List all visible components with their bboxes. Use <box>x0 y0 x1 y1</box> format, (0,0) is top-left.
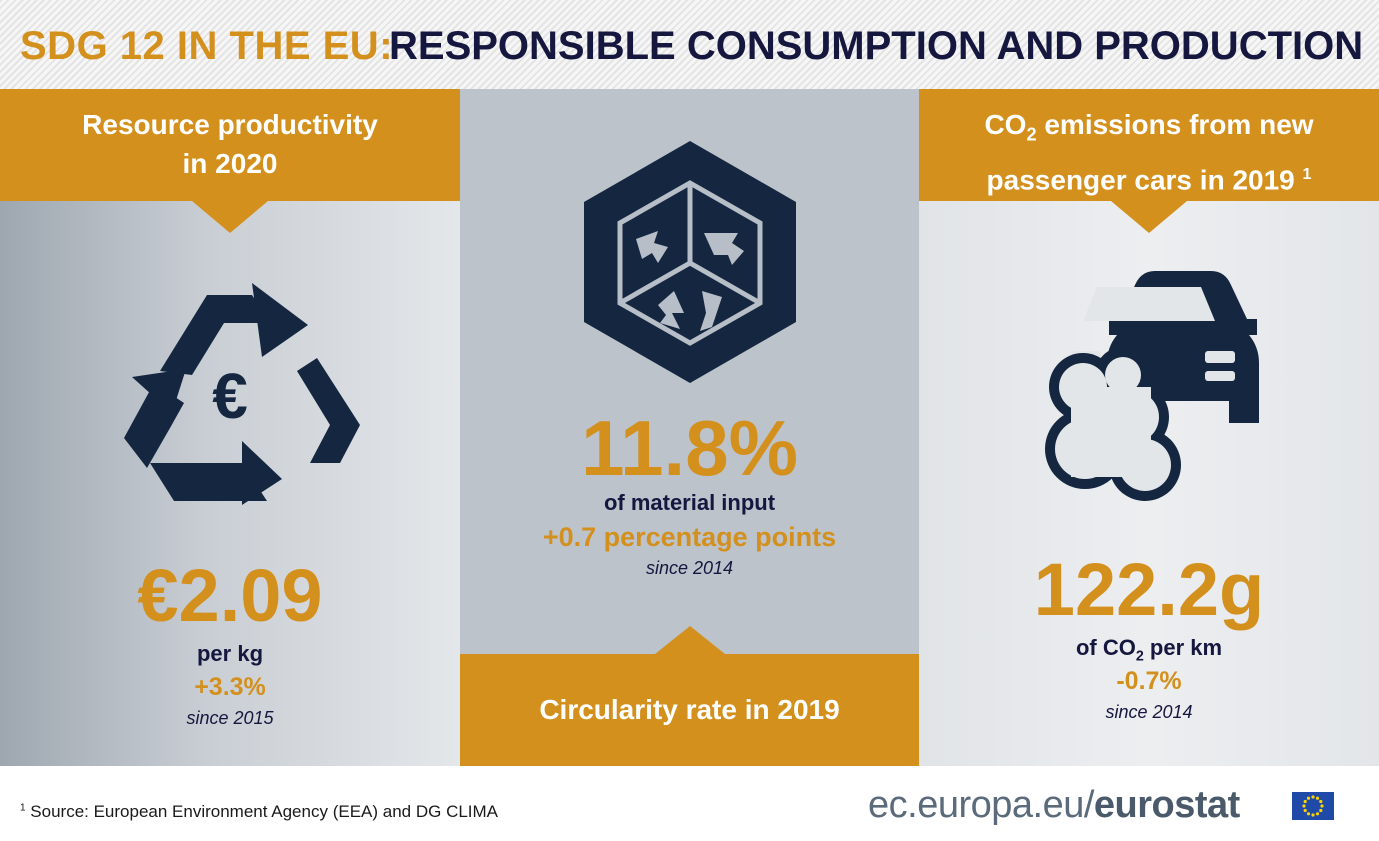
co2-value: 122.2g <box>1033 548 1265 631</box>
co2-heading: CO2 emissions from new passenger cars in… <box>919 89 1379 201</box>
eu-flag-icon <box>1292 792 1334 820</box>
co2-unit-rest: per km <box>1143 635 1223 660</box>
circularity-pointer <box>654 626 725 654</box>
car-emissions-icon <box>1045 267 1261 507</box>
resource-pointer <box>192 201 268 233</box>
eurostat-link[interactable]: ec.europa.eu/eurostat <box>868 784 1240 827</box>
co2-heading-line2-text: passenger cars in 2019 <box>986 163 1295 195</box>
co2-footnote-mark: 1 <box>1302 165 1312 183</box>
resource-value: €2.09 <box>137 554 323 637</box>
resource-unit: per kg <box>196 641 264 666</box>
recycle-euro-icon: € <box>112 273 362 513</box>
resource-heading: Resource productivity in 2020 <box>0 89 460 201</box>
co2-change: -0.7% <box>1116 667 1182 695</box>
resource-heading-line1: Resource productivity <box>82 109 378 140</box>
co2-unit-of: of CO <box>1075 635 1136 660</box>
svg-text:€: € <box>212 360 248 432</box>
co2-emissions-panel: CO2 emissions from new passenger cars in… <box>919 89 1379 766</box>
brand-name: eurostat <box>1093 784 1240 826</box>
co2-heading-rest: emissions from new <box>1036 109 1314 140</box>
resource-change: +3.3% <box>194 673 266 701</box>
recycle-cube-icon <box>584 141 796 383</box>
source-note: 1 Source: European Environment Agency (E… <box>20 802 498 822</box>
resource-since: since 2015 <box>186 708 274 728</box>
brand-prefix: ec.europa.eu/ <box>868 784 1094 826</box>
co2-pointer <box>1111 201 1187 233</box>
co2-heading-line2: passenger cars in 2019 1 <box>919 155 1379 199</box>
resource-heading-line2: in 2020 <box>182 148 278 179</box>
source-text: Source: European Environment Agency (EEA… <box>25 802 499 821</box>
header: SDG 12 IN THE EU: RESPONSIBLE CONSUMPTIO… <box>0 0 1379 89</box>
co2-unit-sub: 2 <box>1135 648 1144 665</box>
co2-heading-co: CO <box>984 109 1027 140</box>
resource-productivity-panel: Resource productivity in 2020 € €2.09 pe… <box>0 89 460 766</box>
circularity-change: +0.7 percentage points <box>542 522 837 552</box>
circularity-value: 11.8% <box>581 404 798 492</box>
co2-heading-line1: CO2 emissions from new <box>919 105 1379 155</box>
circularity-footer: Circularity rate in 2019 <box>460 654 919 766</box>
co2-since: since 2014 <box>1105 702 1193 722</box>
title-prefix: SDG 12 IN THE EU: <box>20 24 394 68</box>
circularity-unit: of material input <box>603 490 776 515</box>
page-title: RESPONSIBLE CONSUMPTION AND PRODUCTION <box>389 24 1364 68</box>
circularity-panel: 11.8% of material input +0.7 percentage … <box>460 89 919 766</box>
co2-heading-sub: 2 <box>1026 124 1037 145</box>
circularity-since: since 2014 <box>645 558 734 578</box>
co2-unit: of CO2 per km <box>919 635 1379 664</box>
source-footnote-mark: 1 <box>20 802 26 814</box>
